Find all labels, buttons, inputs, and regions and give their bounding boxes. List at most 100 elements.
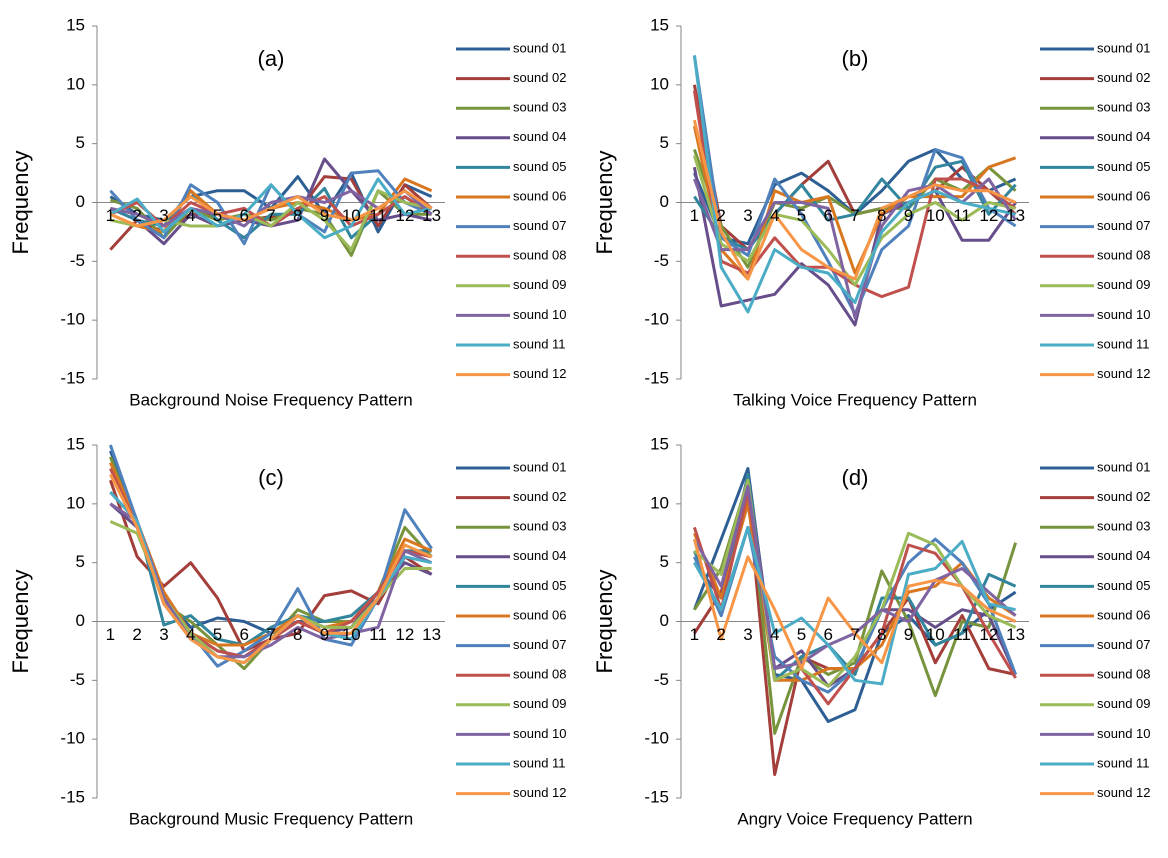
y-tick-label: 5 [660, 133, 669, 152]
y-tick-label: 15 [650, 434, 669, 453]
x-tick-label: 5 [213, 206, 222, 225]
x-tick-label: 6 [823, 625, 832, 644]
y-axis-title: Frequency [8, 151, 33, 255]
x-tick-label: 13 [1006, 206, 1025, 225]
legend-label: sound 07 [513, 637, 567, 652]
series-line [109, 491, 432, 647]
x-tick-label: 7 [266, 625, 275, 644]
y-tick-label: -15 [644, 368, 669, 387]
legend-label: sound 05 [1097, 159, 1151, 174]
legend-label: sound 05 [513, 578, 567, 593]
legend-label: sound 09 [1097, 696, 1151, 711]
legend-label: sound 11 [513, 755, 566, 770]
x-axis-title: Talking Voice Frequency Pattern [733, 390, 977, 409]
legend-label: sound 09 [1097, 277, 1151, 292]
series-line [692, 177, 1017, 320]
x-tick-label: 9 [320, 206, 329, 225]
x-tick-label: 5 [797, 625, 806, 644]
x-tick-label: 2 [132, 206, 141, 225]
series-line [692, 55, 1016, 314]
x-axis-title: Angry Voice Frequency Pattern [737, 809, 972, 828]
x-tick-label: 4 [186, 206, 195, 225]
y-axis-title: Frequency [592, 151, 617, 255]
legend-label: sound 02 [513, 70, 567, 85]
legend-label: sound 06 [1097, 607, 1151, 622]
y-tick-label: 5 [76, 133, 85, 152]
x-tick-label: 2 [716, 625, 725, 644]
legend-label: sound 01 [513, 40, 567, 55]
legend-label: sound 06 [1097, 188, 1151, 203]
x-tick-label: 3 [743, 206, 752, 225]
y-tick-label: 0 [660, 192, 669, 211]
y-tick-label: -5 [654, 670, 669, 689]
x-tick-label: 6 [239, 625, 248, 644]
x-tick-label: 6 [823, 206, 832, 225]
legend-label: sound 12 [1097, 785, 1151, 800]
legend-label: sound 10 [1097, 726, 1151, 741]
legend-label: sound 08 [513, 667, 567, 682]
x-tick-label: 8 [293, 625, 302, 644]
legend-label: sound 07 [513, 218, 567, 233]
legend-label: sound 03 [1097, 100, 1151, 115]
x-tick-label: 10 [926, 206, 945, 225]
legend-label: sound 10 [513, 307, 567, 322]
x-axis-title: Background Noise Frequency Pattern [129, 390, 413, 409]
x-tick-label: 10 [342, 625, 361, 644]
legend-label: sound 03 [1097, 519, 1151, 534]
legend-label: sound 03 [513, 519, 567, 534]
legend-label: sound 01 [513, 459, 567, 474]
x-tick-label: 1 [690, 625, 699, 644]
series-line [109, 502, 433, 659]
chart-title: (b) [842, 46, 869, 71]
x-tick-label: 3 [159, 625, 168, 644]
series-line [109, 189, 433, 228]
x-tick-label: 2 [716, 206, 725, 225]
x-tick-label: 7 [850, 625, 859, 644]
legend-label: sound 12 [1097, 366, 1151, 381]
series-line [692, 119, 1017, 281]
x-tick-label: 13 [1006, 625, 1025, 644]
y-tick-label: 10 [650, 493, 669, 512]
legend-label: sound 02 [1097, 489, 1151, 504]
x-tick-label: 9 [904, 625, 913, 644]
series-line [693, 472, 1017, 682]
x-tick-label: 10 [342, 206, 361, 225]
x-tick-label: 11 [369, 206, 387, 225]
x-tick-label: 9 [320, 625, 329, 644]
x-tick-label: 11 [953, 625, 971, 644]
legend-label: sound 04 [1097, 129, 1151, 144]
legend-label: sound 11 [1097, 336, 1150, 351]
legend-label: sound 11 [513, 336, 566, 351]
y-tick-label: -15 [60, 787, 85, 806]
legend-label: sound 06 [513, 188, 567, 203]
legend-label: sound 04 [513, 548, 567, 563]
x-tick-label: 6 [239, 206, 248, 225]
y-tick-label: -10 [60, 729, 85, 748]
x-tick-label: 1 [690, 206, 699, 225]
x-tick-label: 2 [132, 625, 141, 644]
legend-label: sound 01 [1097, 459, 1151, 474]
y-tick-label: 15 [66, 434, 85, 453]
x-axis-title: Background Music Frequency Pattern [129, 809, 413, 828]
legend-label: sound 11 [1097, 755, 1150, 770]
series-line [109, 177, 432, 240]
x-tick-label: 4 [186, 625, 195, 644]
y-tick-label: -10 [60, 310, 85, 329]
x-tick-label: 12 [395, 625, 414, 644]
x-tick-label: 5 [797, 206, 806, 225]
legend-label: sound 08 [513, 248, 567, 263]
x-tick-label: 4 [770, 206, 779, 225]
y-tick-label: -5 [654, 251, 669, 270]
legend-label: sound 04 [513, 129, 567, 144]
y-tick-label: -15 [644, 787, 669, 806]
x-tick-label: 12 [979, 625, 998, 644]
y-axis-title: Frequency [8, 570, 33, 674]
legend-label: sound 05 [513, 159, 567, 174]
y-tick-label: 10 [650, 74, 669, 93]
series-line [109, 473, 433, 665]
legend-label: sound 01 [1097, 40, 1151, 55]
x-tick-label: 1 [106, 625, 115, 644]
series-line [693, 525, 1016, 686]
x-tick-label: 10 [926, 625, 945, 644]
legend-label: sound 08 [1097, 667, 1151, 682]
